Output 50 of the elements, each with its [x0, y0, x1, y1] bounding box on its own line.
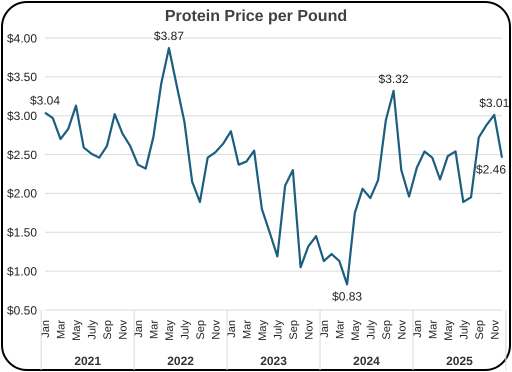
- data-label: $2.46: [476, 162, 506, 177]
- x-tick-label: Mar: [55, 320, 68, 339]
- text: 2021: [74, 354, 102, 368]
- data-label: $3.32: [378, 72, 409, 86]
- x-tick-label: Nov: [210, 320, 222, 340]
- y-tick-label: $0.50: [6, 303, 38, 318]
- x-tick-label: May: [442, 320, 455, 341]
- x-tick-label: Sep: [194, 320, 207, 340]
- data-label: $3.04: [30, 94, 60, 108]
- text: 2023: [260, 354, 288, 368]
- x-tick-label: Mar: [427, 320, 440, 339]
- x-tick-label: Sep: [380, 320, 393, 340]
- x-tick-label: Jan: [412, 320, 424, 338]
- y-tick-label: $2.00: [6, 186, 38, 201]
- x-tick-label: Nov: [489, 320, 502, 340]
- x-tick-label: Jan: [226, 320, 238, 338]
- x-tick-label: Nov: [303, 320, 316, 340]
- y-tick-label: $3.00: [6, 108, 38, 123]
- data-label: $3.01: [479, 96, 510, 110]
- x-tick-label: July: [365, 320, 378, 340]
- data-label: $0.83: [332, 289, 362, 304]
- x-tick-label: Nov: [117, 320, 130, 340]
- y-tick-label: $1.00: [6, 264, 38, 278]
- x-tick-label: Jan: [40, 320, 52, 338]
- text: 2025: [446, 354, 474, 368]
- x-tick-label: Sep: [474, 320, 486, 340]
- y-tick-label: $2.50: [6, 148, 38, 162]
- x-tick-label: Mar: [334, 320, 346, 339]
- x-tick-label: May: [70, 320, 83, 341]
- x-tick-label: Sep: [288, 320, 300, 340]
- text: 2024: [353, 354, 380, 368]
- y-tick-label: $4.00: [6, 31, 38, 46]
- x-tick-label: July: [179, 320, 192, 340]
- x-tick-label: May: [256, 320, 269, 341]
- x-tick-label: July: [86, 320, 98, 340]
- x-tick-label: July: [458, 320, 470, 340]
- x-tick-label: Nov: [396, 320, 408, 340]
- x-tick-label: July: [272, 320, 284, 340]
- x-tick-label: Jan: [132, 320, 145, 338]
- chart-title: Protein Price per Pound: [164, 8, 348, 26]
- y-tick-label: $3.50: [6, 70, 38, 84]
- y-tick-label: $1.50: [6, 226, 38, 240]
- x-tick-label: Mar: [241, 320, 254, 339]
- x-tick-label: Jan: [318, 320, 331, 338]
- x-tick-label: May: [350, 320, 362, 341]
- data-label: $3.87: [154, 29, 184, 44]
- x-tick-label: Sep: [102, 320, 114, 340]
- x-tick-label: Mar: [148, 320, 160, 339]
- x-tick-label: May: [164, 320, 176, 341]
- text: 2022: [167, 354, 194, 368]
